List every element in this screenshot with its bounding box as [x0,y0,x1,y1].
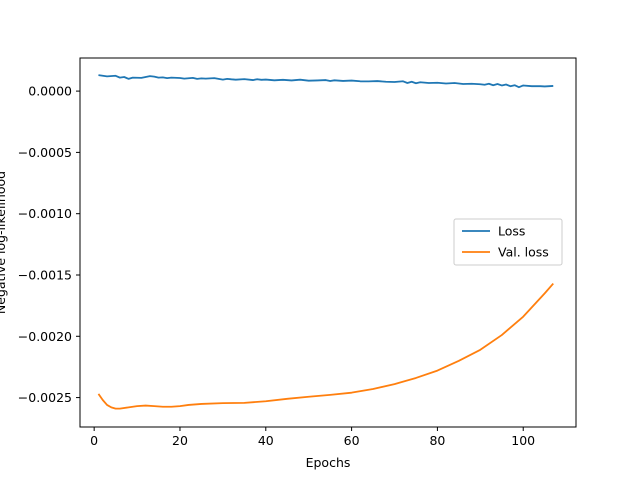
y-axis-label: Negative log-likelihood [0,171,8,314]
legend-label-loss: Loss [498,224,525,239]
series-layer [97,74,554,410]
x-tick-label: 80 [429,433,445,448]
x-tick-label: 100 [511,433,535,448]
x-tick-label: 0 [90,433,98,448]
x-axis-label: Epochs [306,455,351,470]
legend-label-val-loss: Val. loss [498,245,549,260]
x-axis-ticks: 0 20 40 60 80 100 [90,427,535,448]
y-tick-label: −0.0015 [18,267,72,282]
x-tick-label: 20 [172,433,188,448]
series-line-val-loss [97,282,554,410]
plot-area [79,57,577,428]
x-tick-label: 40 [258,433,274,448]
plot-frame [79,57,577,428]
y-tick-label: −0.0025 [18,390,72,405]
y-tick-label: 0.0000 [28,84,72,99]
y-tick-label: −0.0020 [18,329,72,344]
y-axis-ticks: 0.0000 −0.0005 −0.0010 −0.0015 −0.0020 −0.002… [18,84,80,405]
y-tick-label: −0.0005 [18,145,72,160]
series-line-loss [98,74,554,89]
x-tick-label: 60 [344,433,360,448]
y-tick-label: −0.0010 [18,206,72,221]
legend: Loss Val. loss [453,218,563,266]
